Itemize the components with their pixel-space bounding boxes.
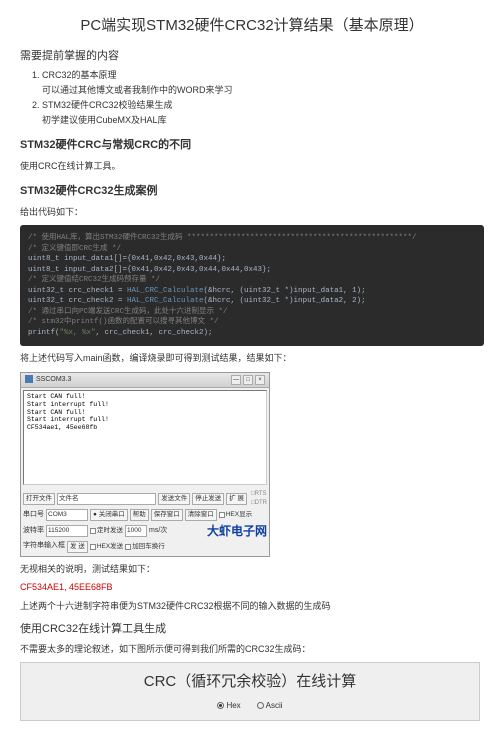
after-sscom-text: 无视相关的说明，测试结果如下： xyxy=(20,563,484,577)
send-file-button[interactable]: 发送文件 xyxy=(158,493,190,505)
after-sscom-text2: 上述两个十六进制字符串便为STM32硬件CRC32根据不同的输入数据的生成码 xyxy=(20,600,484,614)
list-item-sub: 初学建议使用CubeMX及HAL库 xyxy=(42,114,484,128)
open-port-button[interactable]: ● 关闭串口 xyxy=(90,509,128,521)
close-icon[interactable]: × xyxy=(255,375,265,385)
code-comment: /* stm32中printf()函数的配置可以搜寻其他博文 */ xyxy=(28,318,219,326)
diff-text: 使用CRC在线计算工具。 xyxy=(20,160,484,174)
list-item-title: STM32硬件CRC32校验结果生成 xyxy=(42,100,173,110)
open-file-button[interactable]: 打开文件 xyxy=(23,493,55,505)
code-line: printf("%x, %x", crc_check1, crc_check2)… xyxy=(28,329,213,337)
after-code-text: 将上述代码写入main函数，编译烧录即可得到测试结果，结果如下： xyxy=(20,352,484,366)
timed-send-checkbox[interactable]: 定时发送 xyxy=(90,526,123,536)
hex-send-checkbox[interactable]: HEX发送 xyxy=(90,542,123,552)
hex-radio[interactable]: Hex xyxy=(217,700,240,712)
help-button[interactable]: 帮助 xyxy=(130,509,149,521)
sscom-window: SSCOM3.3 — □ × Start CAN full! Start int… xyxy=(20,372,270,557)
ms-label: ms/次 xyxy=(149,526,167,537)
sscom-controls: 打开文件 文件名 发送文件 停止发送 扩 展 □RTS□DTR 串口号 COM3… xyxy=(21,487,269,556)
maximize-icon[interactable]: □ xyxy=(243,375,253,385)
crc-calc-widget: CRC（循环冗余校验）在线计算 Hex Ascii xyxy=(20,662,480,721)
sscom-output: Start CAN full! Start interrupt full! St… xyxy=(23,390,267,485)
code-block: /* 使用HAL库，算出STM32硬件CRC32生成码 ************… xyxy=(20,225,484,346)
sscom-title-text: SSCOM3.3 xyxy=(36,376,71,383)
section-heading-online: 使用CRC32在线计算工具生成 xyxy=(20,621,484,638)
data-input-label: 字符串输入框 xyxy=(23,541,65,552)
app-icon xyxy=(25,375,33,383)
list-item-title: CRC32的基本原理 xyxy=(42,70,117,80)
crc-calc-title: CRC（循环冗余校验）在线计算 xyxy=(29,671,471,694)
prereq-list: CRC32的基本原理 可以通过其他博文或者我制作中的WORD来学习 STM32硬… xyxy=(20,69,484,127)
code-line: uint32_t crc_check2 = HAL_CRC_Calculate(… xyxy=(28,297,366,305)
section-heading-prereq: 需要提前掌握的内容 xyxy=(20,48,484,65)
code-comment: /* 通过串口向PC端发送CRC生成码，此处十六进制显示 */ xyxy=(28,308,228,316)
send-button[interactable]: 发 送 xyxy=(67,541,88,553)
baud-select[interactable]: 115200 xyxy=(46,525,88,537)
baud-label: 波特率 xyxy=(23,526,44,537)
online-text: 不需要太多的理论叙述，如下图所示便可得到我们所需的CRC32生成码： xyxy=(20,643,484,657)
list-item: STM32硬件CRC32校验结果生成 初学建议使用CubeMX及HAL库 xyxy=(42,99,484,127)
output-line: Start interrupt full! xyxy=(27,401,263,409)
code-line: uint8_t input_data1[]={0x41,0x42,0x43,0x… xyxy=(28,255,226,263)
sscom-titlebar: SSCOM3.3 — □ × xyxy=(21,373,269,389)
newline-checkbox[interactable]: 加回车换行 xyxy=(125,542,165,552)
save-window-button[interactable]: 保存窗口 xyxy=(151,509,183,521)
code-line: uint32_t crc_check1 = HAL_CRC_Calculate(… xyxy=(28,287,366,295)
code-line: uint8_t input_data2[]={0x41,0x42,0x43,0x… xyxy=(28,266,271,274)
minimize-icon[interactable]: — xyxy=(231,375,241,385)
stop-send-button[interactable]: 停止发送 xyxy=(192,493,224,505)
page-title: PC端实现STM32硬件CRC32计算结果（基本原理） xyxy=(20,15,484,38)
output-line: Start interrupt full! xyxy=(27,416,263,424)
case-text: 给出代码如下： xyxy=(20,206,484,220)
ms-input[interactable]: 1000 xyxy=(125,525,147,537)
clear-window-button[interactable]: 清除窗口 xyxy=(185,509,217,521)
section-heading-diff: STM32硬件CRC与常规CRC的不同 xyxy=(20,137,484,154)
daxia-logo: 大虾电子网 xyxy=(207,522,267,540)
output-line: Start CAN full! xyxy=(27,393,263,401)
code-comment: /* 定义键值即CRC生成 */ xyxy=(28,245,121,253)
code-comment: /* 使用HAL库，算出STM32硬件CRC32生成码 ************… xyxy=(28,234,417,242)
code-comment: /* 定义键值结CRC32生成码预存量 */ xyxy=(28,276,160,284)
rts-dtr-labels: □RTS□DTR xyxy=(249,490,267,508)
ascii-radio[interactable]: Ascii xyxy=(257,700,283,712)
section-heading-case: STM32硬件CRC32生成案例 xyxy=(20,183,484,200)
ext-button[interactable]: 扩 展 xyxy=(226,493,247,505)
list-item-sub: 可以通过其他博文或者我制作中的WORD来学习 xyxy=(42,84,484,98)
port-select[interactable]: COM3 xyxy=(46,509,88,521)
filename-field[interactable]: 文件名 xyxy=(57,493,156,505)
output-line: Start CAN full! xyxy=(27,409,263,417)
port-label: 串口号 xyxy=(23,510,44,521)
result-hex: CF534AE1, 45EE68FB xyxy=(20,581,484,595)
output-line: CF534ae1, 45ee68fb xyxy=(27,424,263,432)
list-item: CRC32的基本原理 可以通过其他博文或者我制作中的WORD来学习 xyxy=(42,69,484,97)
hex-show-checkbox[interactable]: HEX显示 xyxy=(219,510,252,520)
